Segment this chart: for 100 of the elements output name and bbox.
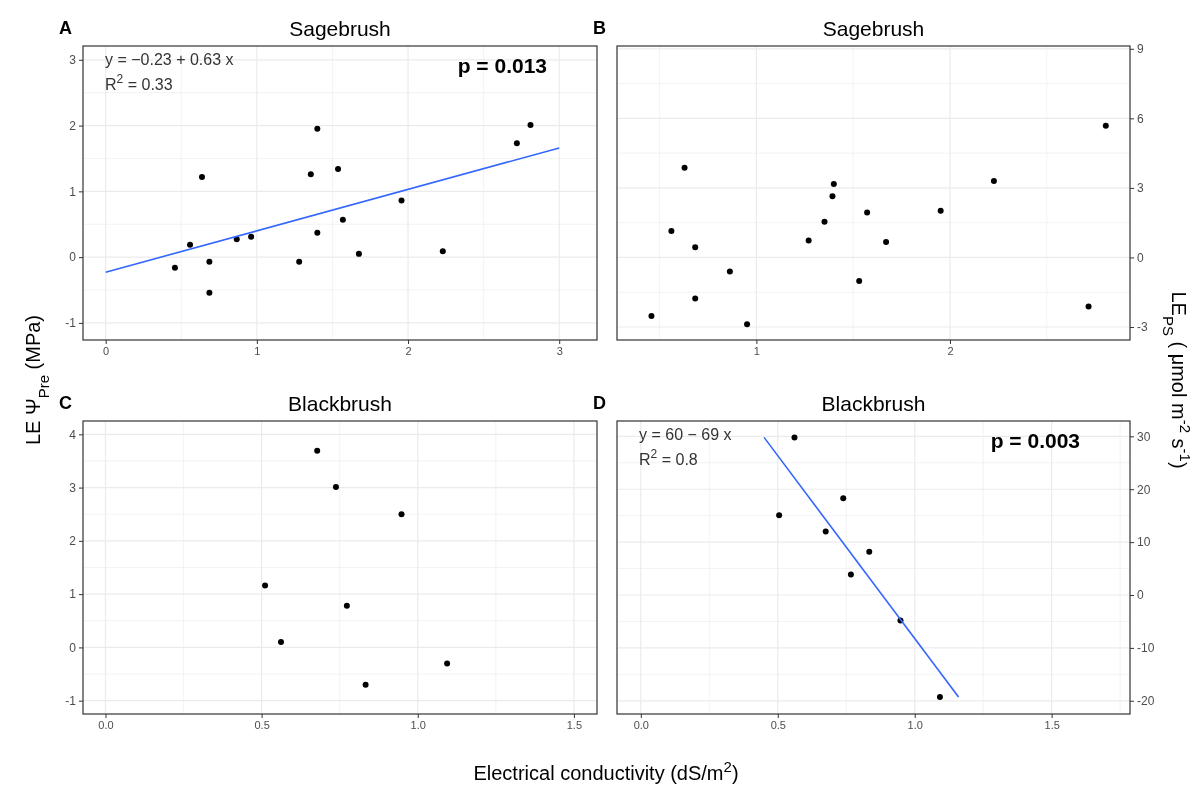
annotation: R$^{2}$ = 0.8 (639, 447, 698, 468)
annotation: y = −0.23 + 0.63 x (105, 51, 234, 68)
chart-title: Blackbrush (821, 392, 926, 415)
point (648, 313, 655, 320)
text: C (59, 393, 72, 413)
point (805, 237, 812, 244)
y-tick-label: 4 (69, 427, 77, 442)
annotation: R$^{2}$ = 0.33 (105, 72, 173, 93)
annotation: p = 0.003 (990, 429, 1080, 452)
y2-tick-label: 6 (1137, 111, 1144, 126)
point (1102, 122, 1109, 129)
point (726, 268, 733, 275)
point (398, 511, 405, 518)
annotation: y = 60 − 69 x (639, 426, 732, 443)
point (206, 289, 213, 296)
x-tick-label: 1.0 (907, 718, 923, 731)
point (355, 250, 362, 257)
x-tick-label: 0.0 (633, 718, 649, 731)
point (821, 218, 828, 225)
point (314, 125, 321, 132)
point (936, 694, 943, 701)
text: D (593, 393, 606, 413)
point (791, 434, 798, 441)
point (343, 602, 350, 609)
x-tick-label: 3 (556, 344, 563, 357)
y2-tick-label: 0 (1137, 250, 1144, 265)
y-tick-label: 3 (69, 53, 77, 68)
y-tick-label: 0 (69, 640, 77, 655)
y-tick-label: 2 (69, 534, 77, 549)
point (856, 277, 863, 284)
point (206, 258, 213, 265)
point (398, 197, 405, 204)
y2-tick-label: 0 (1137, 588, 1144, 603)
point (692, 295, 699, 302)
point (513, 140, 520, 147)
chart-title: Sagebrush (289, 17, 391, 40)
point (314, 229, 321, 236)
x-tick-label: 1 (753, 344, 760, 357)
point (866, 548, 873, 555)
y-tick-label: 2 (69, 118, 77, 133)
x-tick-label: 0 (103, 344, 110, 357)
point (296, 258, 303, 265)
y2-tick-label: 3 (1137, 181, 1144, 196)
point (332, 484, 339, 491)
point (668, 228, 675, 235)
x-tick-label: 0.0 (98, 718, 114, 731)
y2-tick-label: 10 (1137, 535, 1151, 550)
y-tick-label: 3 (69, 480, 77, 495)
point (840, 495, 847, 502)
y2-tick-label: 30 (1137, 429, 1151, 444)
x-tick-label: 0.5 (254, 718, 270, 731)
y2-tick-label: 9 (1137, 42, 1144, 57)
annotation: p = 0.013 (457, 54, 547, 77)
text: B (593, 18, 606, 38)
point (335, 165, 342, 172)
point (1085, 303, 1092, 310)
point (307, 171, 314, 178)
y2-tick-label: -20 (1137, 694, 1155, 709)
point (527, 121, 534, 128)
y2-tick-label: -3 (1137, 320, 1148, 335)
point (439, 248, 446, 255)
x-tick-label: 0.5 (770, 718, 786, 731)
y2-tick-label: -10 (1137, 641, 1155, 656)
y-tick-label: -1 (65, 694, 77, 709)
y2-tick-label: 20 (1137, 482, 1151, 497)
point (362, 681, 369, 688)
x-axis-title: Electrical conductivity (dS/m$^{2}$) (473, 757, 739, 784)
x-tick-label: 1 (254, 344, 261, 357)
point (339, 216, 346, 223)
point (829, 193, 836, 200)
point (883, 238, 890, 245)
point (681, 164, 688, 171)
point (198, 173, 205, 180)
x-tick-label: 2 (947, 344, 954, 357)
point (744, 321, 751, 328)
point (776, 512, 783, 519)
point (830, 180, 837, 187)
point (444, 660, 451, 667)
point (990, 177, 997, 184)
y-tick-label: 0 (69, 250, 77, 265)
point (233, 236, 240, 243)
point (847, 571, 854, 578)
point (692, 244, 699, 251)
point (277, 639, 284, 646)
chart-title: Sagebrush (822, 17, 925, 40)
y-tick-label: 1 (69, 184, 77, 199)
point (314, 447, 321, 454)
point (864, 209, 871, 216)
point (262, 582, 269, 589)
y-tick-label: 1 (69, 587, 77, 602)
point (822, 528, 829, 535)
point (937, 207, 944, 214)
x-tick-label: 2 (405, 344, 412, 357)
x-tick-label: 1.5 (566, 718, 583, 731)
text: A (59, 18, 72, 38)
point (187, 241, 194, 248)
chart-title: Blackbrush (288, 392, 392, 415)
x-tick-label: 1.0 (410, 718, 426, 731)
point (248, 233, 255, 240)
x-tick-label: 1.5 (1044, 718, 1060, 731)
